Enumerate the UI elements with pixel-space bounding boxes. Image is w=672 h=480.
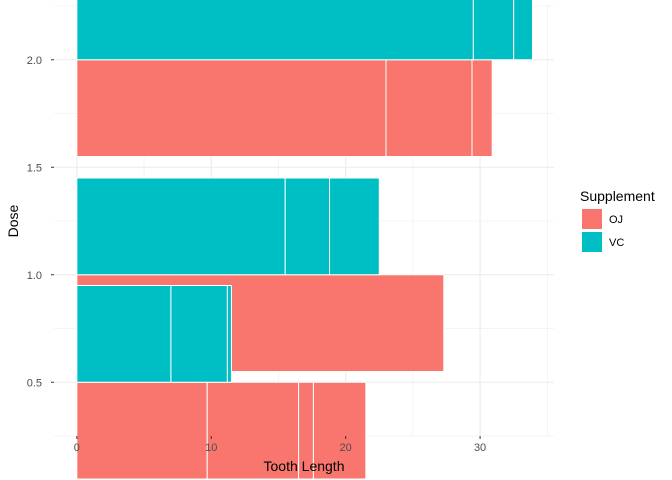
legend-label-oj: OJ bbox=[609, 214, 623, 226]
y-axis-title: Dose bbox=[5, 204, 21, 237]
bar-segment-oj-dose-2-1 bbox=[385, 59, 473, 157]
legend: Supplement OJ VC bbox=[580, 188, 655, 252]
x-tick-label: 20 bbox=[340, 442, 352, 454]
bar-segment-vc-dose-0_5-2 bbox=[226, 285, 232, 383]
bar-segment-oj-dose-0_5-3 bbox=[312, 381, 367, 480]
legend-title: Supplement bbox=[580, 188, 655, 204]
bar-segment-vc-dose-1-0 bbox=[76, 177, 286, 276]
bar-segment-vc-dose-1-2 bbox=[329, 177, 380, 276]
bar-segment-oj-dose-2-2 bbox=[471, 59, 493, 157]
bar-segment-oj-dose-2-0 bbox=[76, 59, 387, 157]
bar-segment-vc-dose-2-0 bbox=[76, 0, 474, 61]
y-axis-ticks: 0.5 1.0 1.5 2.0 bbox=[27, 55, 54, 389]
x-tick-label: 10 bbox=[205, 442, 217, 454]
bar-segment-vc-dose-2-1 bbox=[472, 0, 515, 61]
x-tick-label: 30 bbox=[474, 442, 486, 454]
x-axis-title: Tooth Length bbox=[264, 458, 345, 474]
y-tick-label: 0.5 bbox=[27, 377, 42, 389]
bar-segment-vc-dose-0_5-0 bbox=[76, 285, 172, 383]
bar-segment-vc-dose-0_5-1 bbox=[170, 285, 228, 383]
legend-label-vc: VC bbox=[609, 237, 624, 249]
x-axis-ticks: 0 10 20 30 bbox=[74, 436, 486, 454]
y-tick-label: 1.5 bbox=[27, 162, 42, 174]
bar-segment-oj-dose-0_5-0 bbox=[76, 381, 208, 480]
legend-key-oj bbox=[582, 209, 602, 229]
x-tick-label: 0 bbox=[74, 442, 80, 454]
y-tick-label: 1.0 bbox=[27, 270, 42, 282]
bar-segment-vc-dose-2-2 bbox=[513, 0, 533, 61]
y-tick-label: 2.0 bbox=[27, 55, 42, 67]
legend-key-vc bbox=[582, 232, 602, 252]
bars-layer bbox=[76, 0, 533, 480]
bar-segment-oj-dose-0_5-1 bbox=[206, 381, 300, 480]
bar-segment-vc-dose-1-1 bbox=[284, 177, 331, 276]
